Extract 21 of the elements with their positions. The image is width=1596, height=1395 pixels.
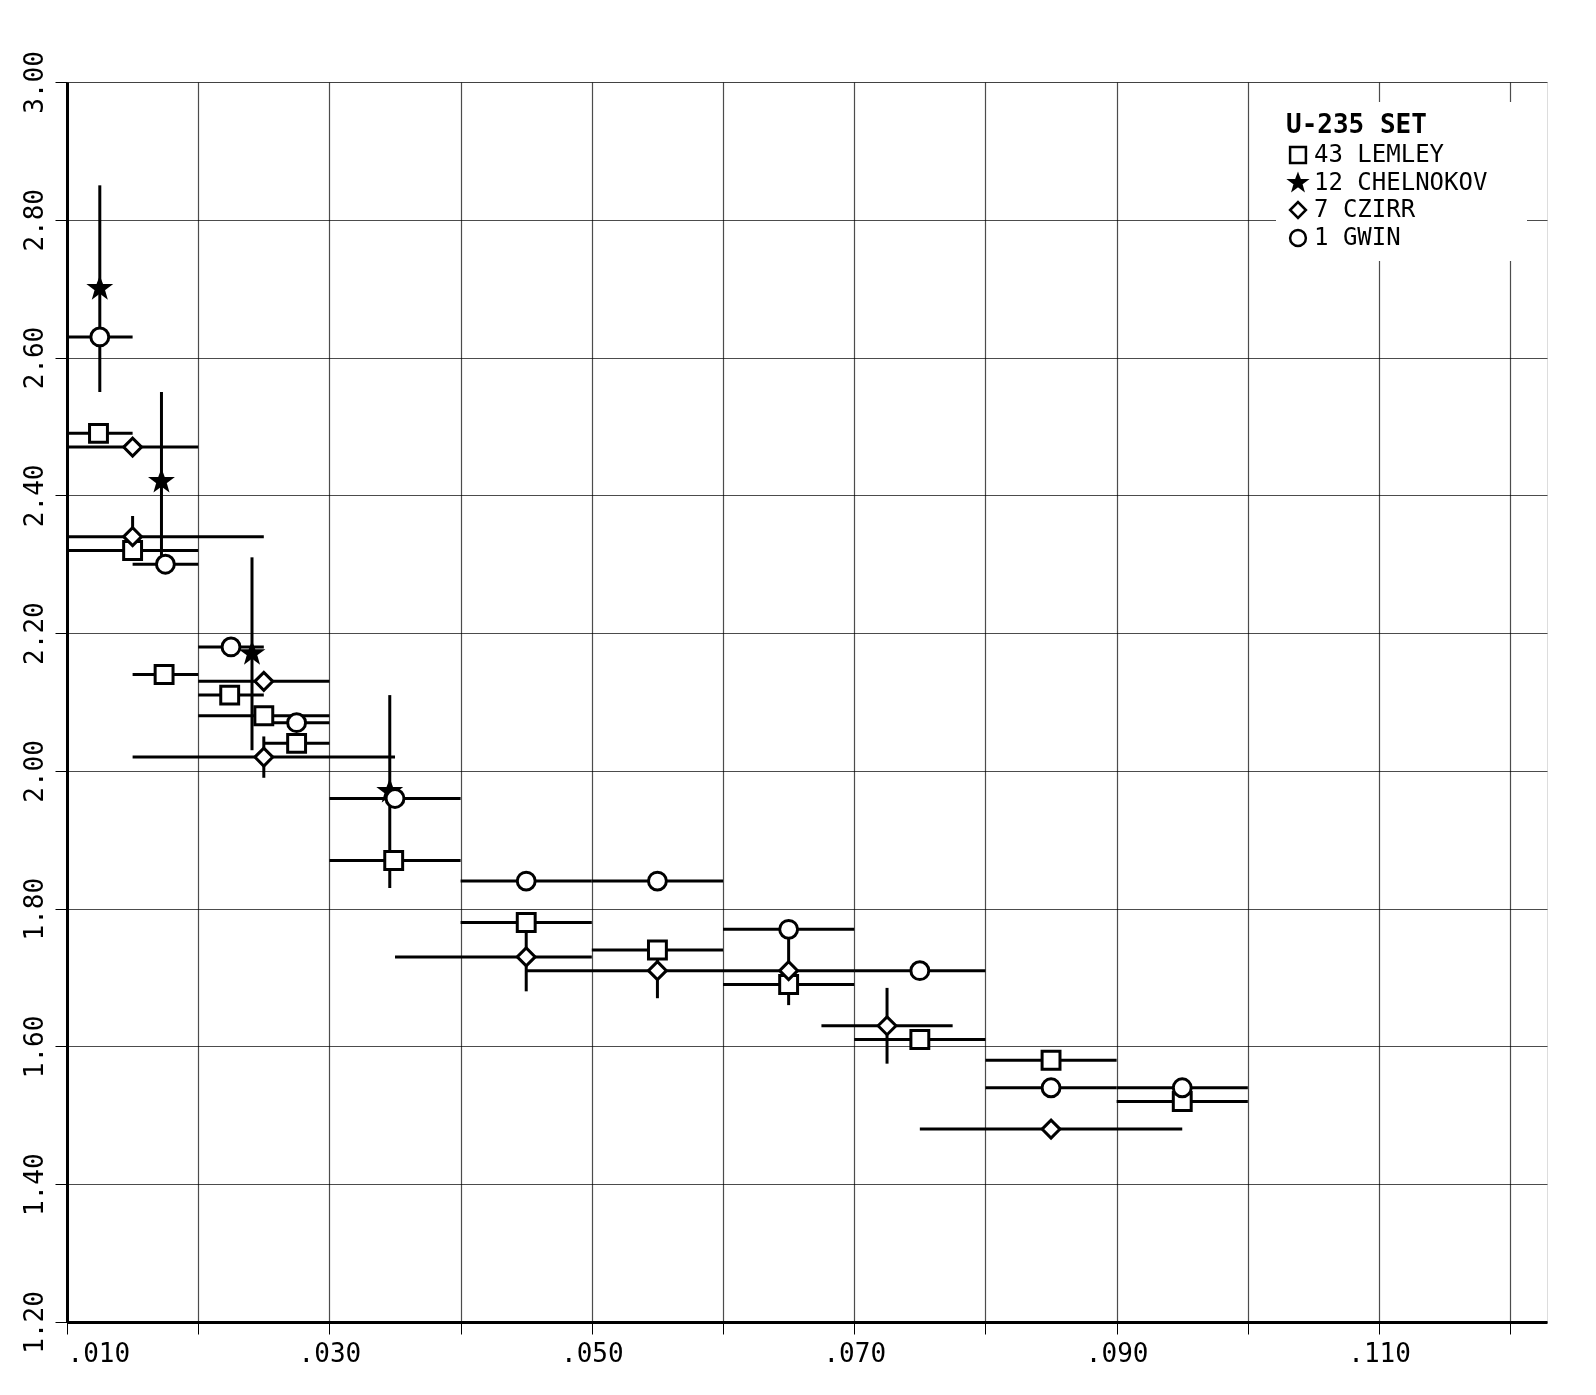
x-tick-label: .050 — [561, 1337, 624, 1368]
y-tick-label: 2.20 — [18, 602, 49, 665]
legend-title: U-235 SET — [1286, 109, 1427, 139]
y-tick-label: 1.40 — [18, 1153, 49, 1217]
y-tick-label: 3.00 — [18, 51, 49, 114]
legend-label: 7 CZIRR — [1314, 195, 1416, 223]
y-tick-label: 2.00 — [18, 740, 49, 803]
y-tick-label: 1.60 — [18, 1015, 49, 1079]
x-tick-label: .070 — [823, 1337, 887, 1368]
legend-label: 1 GWIN — [1314, 223, 1401, 251]
y-tick-label: 1.20 — [18, 1291, 49, 1354]
y-tick-label: 2.60 — [18, 326, 49, 390]
y-tick-label: 2.80 — [18, 188, 49, 252]
x-tick-label: .010 — [67, 1337, 131, 1368]
y-tick-label: 1.80 — [18, 877, 49, 941]
x-tick-label: .110 — [1348, 1337, 1411, 1368]
x-tick-label: .090 — [1085, 1337, 1149, 1368]
x-tick-label: .030 — [298, 1337, 362, 1368]
legend-label: 43 LEMLEY — [1314, 140, 1445, 168]
y-tick-label: 2.40 — [18, 464, 49, 528]
legend-label: 12 CHELNOKOV — [1314, 168, 1488, 196]
